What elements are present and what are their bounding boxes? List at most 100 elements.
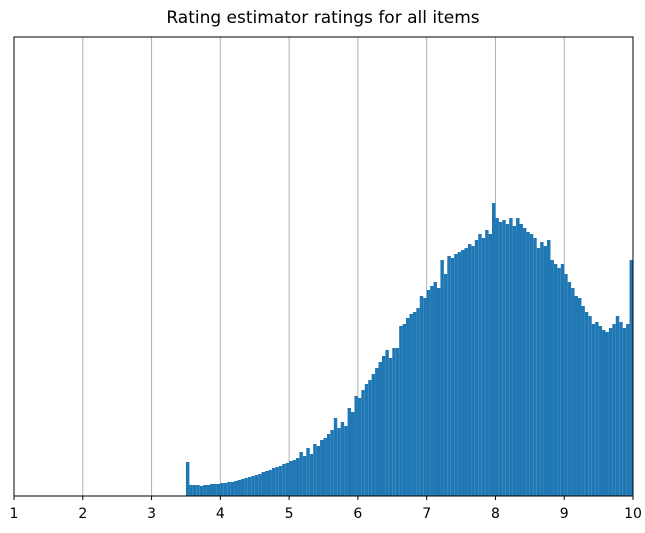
bar [192, 485, 197, 496]
bar [223, 483, 228, 496]
bar [402, 324, 407, 496]
bar [574, 296, 578, 496]
bar [306, 448, 310, 496]
bar [289, 461, 293, 496]
bar [591, 324, 596, 496]
bar [216, 484, 221, 496]
bar [333, 418, 338, 496]
bar [447, 256, 451, 496]
bar [522, 228, 527, 496]
bar [323, 438, 327, 496]
bar [199, 486, 204, 496]
bar [498, 222, 503, 496]
bar [426, 290, 431, 496]
bar [185, 462, 190, 496]
x-tick-label: 1 [10, 506, 19, 522]
bar [361, 390, 365, 496]
bar [237, 480, 241, 496]
bar [516, 218, 520, 496]
bar [254, 475, 259, 496]
bar [526, 232, 530, 496]
bar [492, 203, 496, 496]
bar [533, 238, 537, 496]
bar [581, 306, 585, 496]
bar [584, 312, 589, 496]
bar [481, 238, 486, 496]
bar [268, 470, 272, 496]
bar [285, 463, 290, 496]
bar [440, 260, 444, 496]
bar [368, 380, 372, 496]
bar [543, 246, 548, 496]
bar [564, 274, 568, 496]
bar [316, 446, 321, 496]
bar [385, 350, 389, 496]
bar [529, 234, 534, 496]
bar [619, 322, 623, 496]
bar [406, 318, 410, 496]
bar [495, 218, 499, 496]
bar [302, 456, 307, 496]
bar [265, 471, 269, 496]
bar [626, 324, 630, 496]
x-tick-label: 9 [560, 506, 569, 522]
bar [354, 396, 358, 496]
x-tick-label: 7 [422, 506, 431, 522]
bar [240, 479, 245, 496]
bar [557, 268, 561, 496]
bar [605, 332, 609, 496]
bar [375, 368, 379, 496]
bar [210, 484, 214, 496]
bar [464, 248, 468, 496]
x-tick-label: 4 [216, 506, 225, 522]
bar [567, 282, 572, 496]
bar [474, 240, 479, 496]
bar [392, 348, 396, 496]
bar [292, 460, 296, 496]
bar [412, 312, 417, 496]
bar [519, 224, 523, 496]
bar [227, 482, 231, 496]
bar [612, 324, 616, 496]
bar [588, 316, 592, 496]
bar [206, 485, 211, 496]
bar [313, 444, 317, 496]
bar [230, 482, 235, 496]
bar [247, 477, 252, 496]
bar [271, 468, 276, 496]
x-tick-label: 6 [353, 506, 362, 522]
bar [450, 258, 455, 496]
bar [505, 224, 510, 496]
bar [351, 412, 355, 496]
x-tick-label: 5 [285, 506, 294, 522]
bar [282, 464, 286, 496]
bar [261, 472, 266, 496]
bar [512, 226, 517, 496]
bar [213, 484, 217, 496]
bar [430, 286, 434, 496]
bar [409, 314, 413, 496]
bar [595, 322, 599, 496]
bar [629, 260, 633, 496]
bar [299, 452, 303, 496]
x-tick-label: 8 [491, 506, 500, 522]
x-tick-label: 3 [147, 506, 156, 522]
bar [399, 326, 403, 496]
bar [433, 282, 437, 496]
bar [547, 240, 551, 496]
bar [615, 316, 620, 496]
bar [436, 288, 441, 496]
bar [471, 246, 475, 496]
bar [278, 466, 283, 496]
bar [553, 264, 558, 496]
bar [364, 384, 369, 496]
plot-frame [13, 36, 634, 497]
bar [371, 374, 376, 496]
bar [320, 440, 324, 496]
x-tick-label: 2 [78, 506, 87, 522]
chart-title: Rating estimator ratings for all items [166, 8, 479, 28]
bar [326, 434, 331, 496]
bar [258, 474, 262, 496]
bar [540, 242, 544, 496]
